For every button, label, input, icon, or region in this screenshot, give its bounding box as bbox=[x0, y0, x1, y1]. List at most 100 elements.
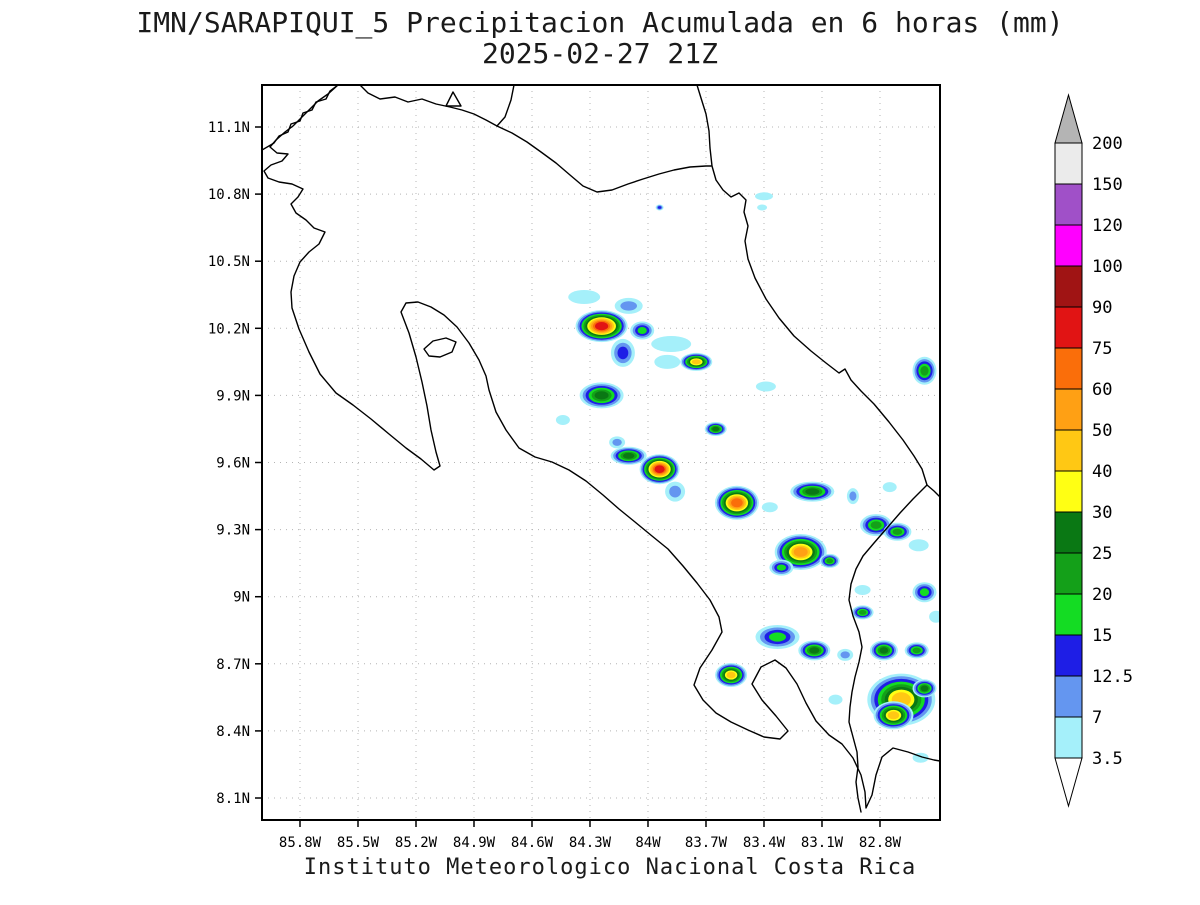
y-tick-label: 9.9N bbox=[216, 388, 250, 404]
x-tick-label: 84.9W bbox=[453, 835, 496, 851]
precip-cell bbox=[655, 204, 664, 211]
y-tick-label: 8.7N bbox=[216, 657, 250, 673]
precip-cell bbox=[869, 640, 898, 661]
precip-ring bbox=[712, 426, 720, 432]
precip-cell bbox=[882, 482, 897, 493]
y-tick-label: 8.1N bbox=[216, 791, 250, 807]
precip-ring bbox=[892, 528, 903, 535]
colorbar-segment bbox=[1054, 265, 1083, 308]
precip-ring bbox=[870, 521, 882, 529]
precip-cell bbox=[651, 336, 692, 352]
precip-cell bbox=[755, 192, 773, 201]
y-tick-label: 9N bbox=[233, 590, 250, 606]
precip-ring bbox=[568, 290, 601, 304]
precip-ring bbox=[726, 671, 736, 679]
y-tick-label: 10.5N bbox=[208, 254, 250, 270]
y-tick-label: 9.6N bbox=[216, 456, 250, 472]
precip-ring bbox=[669, 485, 681, 498]
colorbar-segment bbox=[1054, 306, 1083, 349]
colorbar-label: 30 bbox=[1092, 503, 1112, 523]
precip-cell bbox=[790, 481, 835, 502]
precip-ring bbox=[623, 452, 635, 459]
coastline-layer bbox=[262, 85, 940, 813]
precip-cell bbox=[579, 382, 624, 409]
x-tick-label: 84W bbox=[635, 835, 661, 851]
colorbar-label: 12.5 bbox=[1092, 667, 1133, 687]
precip-ring bbox=[654, 465, 665, 474]
precip-cell bbox=[819, 553, 840, 568]
precip-ring bbox=[761, 502, 778, 513]
precip-cell bbox=[837, 648, 854, 661]
figure-caption: Instituto Meteorologico Nacional Costa R… bbox=[304, 855, 917, 880]
colorbar-label: 200 bbox=[1092, 134, 1123, 154]
y-tick-label: 10.2N bbox=[208, 321, 250, 337]
precip-cell bbox=[555, 415, 570, 425]
precip-cell bbox=[798, 640, 831, 661]
colorbar-segment bbox=[1054, 142, 1083, 185]
precip-ring bbox=[793, 547, 808, 557]
border-panama bbox=[848, 484, 928, 813]
precip-ring bbox=[858, 610, 867, 615]
colorbar-segment bbox=[1054, 511, 1083, 554]
grid-layer bbox=[262, 85, 940, 820]
colorbar-segment bbox=[1054, 183, 1083, 226]
precip-ring bbox=[731, 498, 743, 508]
precip-ring bbox=[757, 204, 768, 211]
colorbar: 3.5 7 12.5 15 20 25 30 40 50 60 75 90 100 120 150 200 bbox=[1054, 93, 1133, 808]
precip-ring bbox=[805, 488, 820, 495]
y-tick-label: 8.4N bbox=[216, 724, 250, 740]
precip-cell bbox=[761, 502, 778, 513]
precip-cell bbox=[846, 488, 859, 505]
precip-cell bbox=[575, 310, 628, 343]
colorbar-segment bbox=[1054, 552, 1083, 595]
precip-ring bbox=[755, 381, 776, 392]
precip-ring bbox=[691, 359, 701, 365]
border-rio-san-juan bbox=[496, 125, 712, 193]
colorbar-segment bbox=[1054, 634, 1083, 677]
precip-cell bbox=[912, 679, 937, 698]
precip-cell bbox=[904, 642, 929, 659]
precip-cell bbox=[614, 297, 643, 314]
precip-cell bbox=[828, 694, 843, 705]
precipitation-layer bbox=[555, 192, 940, 763]
precip-cell bbox=[665, 481, 686, 502]
precip-cell bbox=[755, 381, 776, 392]
colorbar-label: 7 bbox=[1092, 708, 1102, 728]
precip-ring bbox=[594, 391, 609, 400]
precip-ring bbox=[826, 558, 834, 564]
y-tick-label: 11.1N bbox=[208, 120, 250, 136]
precip-ring bbox=[882, 482, 897, 493]
precip-ring bbox=[654, 354, 681, 369]
colorbar-segment bbox=[1054, 470, 1083, 513]
precip-cell bbox=[704, 422, 727, 436]
precip-cell bbox=[873, 701, 914, 730]
colorbar-under-arrow bbox=[1054, 757, 1083, 808]
precip-ring bbox=[887, 711, 900, 720]
precip-cell bbox=[908, 539, 929, 552]
colorbar-segment bbox=[1054, 716, 1083, 759]
colorbar-label: 20 bbox=[1092, 585, 1112, 605]
coastline-lake-nicaragua bbox=[359, 85, 515, 127]
precip-cell bbox=[883, 522, 912, 541]
precip-cell bbox=[639, 454, 680, 485]
x-tick-label: 84.6W bbox=[511, 835, 554, 851]
precip-ring bbox=[919, 588, 930, 597]
x-tick-label: 85.2W bbox=[395, 835, 438, 851]
colorbar-label: 3.5 bbox=[1092, 749, 1123, 769]
x-tick-label: 83.4W bbox=[743, 835, 786, 851]
colorbar-label: 75 bbox=[1092, 339, 1112, 359]
precip-ring bbox=[920, 685, 929, 692]
precip-ring bbox=[854, 585, 871, 595]
colorbar-segment bbox=[1054, 675, 1083, 718]
colorbar-label: 120 bbox=[1092, 216, 1123, 236]
precip-cell bbox=[715, 663, 748, 687]
x-tick-label: 82.8W bbox=[859, 835, 902, 851]
colorbar-label: 100 bbox=[1092, 257, 1123, 277]
precip-ring bbox=[879, 647, 889, 654]
precip-cell bbox=[610, 446, 647, 465]
colorbar-label: 60 bbox=[1092, 380, 1112, 400]
precip-ring bbox=[637, 327, 647, 334]
x-tick-label: 83.1W bbox=[801, 835, 844, 851]
precip-cell bbox=[680, 352, 713, 371]
